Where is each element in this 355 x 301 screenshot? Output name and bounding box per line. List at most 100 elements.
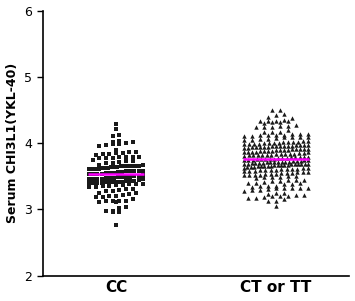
Point	[253, 125, 259, 130]
Point	[106, 194, 112, 199]
Point	[261, 120, 267, 125]
Point	[257, 168, 263, 172]
Point	[277, 147, 283, 152]
Point	[281, 132, 287, 137]
Point	[281, 111, 287, 116]
Point	[279, 171, 284, 176]
Point	[299, 162, 304, 166]
Point	[245, 196, 251, 200]
Point	[285, 162, 291, 167]
Point	[116, 206, 122, 210]
Point	[265, 184, 271, 188]
Point	[301, 177, 307, 182]
Point	[281, 197, 287, 201]
Point	[265, 199, 271, 204]
Point	[123, 169, 129, 174]
Point	[263, 168, 268, 172]
Point	[93, 152, 99, 157]
Point	[280, 155, 285, 160]
Point	[241, 157, 247, 162]
Point	[290, 159, 296, 164]
Point	[252, 161, 258, 166]
Point	[250, 157, 255, 162]
Point	[285, 178, 291, 183]
Point	[257, 188, 263, 192]
Point	[297, 186, 303, 191]
Point	[113, 222, 119, 227]
Point	[133, 191, 139, 195]
Point	[281, 143, 287, 148]
Point	[116, 160, 122, 165]
Point	[111, 180, 117, 185]
Point	[245, 157, 251, 162]
Point	[249, 134, 255, 138]
Point	[261, 125, 267, 129]
Point	[273, 147, 279, 152]
Point	[110, 160, 115, 165]
Point	[115, 180, 121, 185]
Point	[110, 155, 115, 160]
Point	[281, 182, 287, 186]
Point	[301, 154, 307, 159]
Point	[103, 143, 109, 147]
Point	[111, 175, 117, 180]
Point	[103, 171, 109, 176]
Point	[123, 198, 129, 203]
Point	[89, 167, 95, 172]
Point	[249, 138, 255, 142]
Point	[252, 168, 257, 173]
Point	[136, 154, 142, 159]
Point	[291, 151, 297, 156]
Point	[265, 163, 271, 168]
Point	[99, 166, 105, 170]
Point	[265, 144, 271, 149]
Point	[292, 162, 297, 167]
Point	[113, 148, 119, 153]
Point	[289, 166, 295, 171]
Point	[269, 152, 274, 157]
Point	[261, 144, 267, 149]
Point	[265, 118, 271, 123]
Point	[280, 140, 286, 145]
Point	[290, 140, 296, 144]
Point	[140, 163, 146, 168]
Point	[285, 174, 291, 178]
Point	[136, 173, 141, 178]
Point	[103, 156, 109, 160]
Point	[302, 162, 307, 166]
Point	[132, 178, 137, 183]
Point	[264, 160, 269, 165]
Point	[246, 153, 251, 158]
Point	[273, 186, 279, 191]
Point	[281, 147, 287, 152]
Point	[305, 142, 311, 147]
Point	[86, 181, 92, 186]
Point	[136, 169, 141, 173]
Point	[127, 164, 133, 169]
Point	[249, 149, 255, 154]
Point	[268, 171, 274, 176]
Point	[118, 164, 124, 169]
Point	[282, 151, 288, 156]
Point	[295, 170, 300, 175]
Point	[100, 184, 105, 189]
Point	[140, 168, 146, 173]
Point	[253, 196, 259, 200]
Point	[100, 194, 105, 199]
Point	[110, 210, 115, 215]
Point	[269, 119, 275, 124]
Point	[269, 107, 275, 112]
Point	[305, 186, 311, 191]
Point	[140, 181, 146, 186]
Point	[94, 176, 100, 181]
Point	[97, 144, 102, 148]
Point	[111, 170, 117, 175]
Point	[106, 151, 112, 156]
Point	[273, 199, 279, 203]
Point	[116, 139, 122, 144]
Point	[245, 145, 251, 150]
Point	[273, 171, 279, 176]
Point	[99, 181, 104, 185]
Point	[248, 165, 253, 169]
Point	[111, 164, 117, 169]
